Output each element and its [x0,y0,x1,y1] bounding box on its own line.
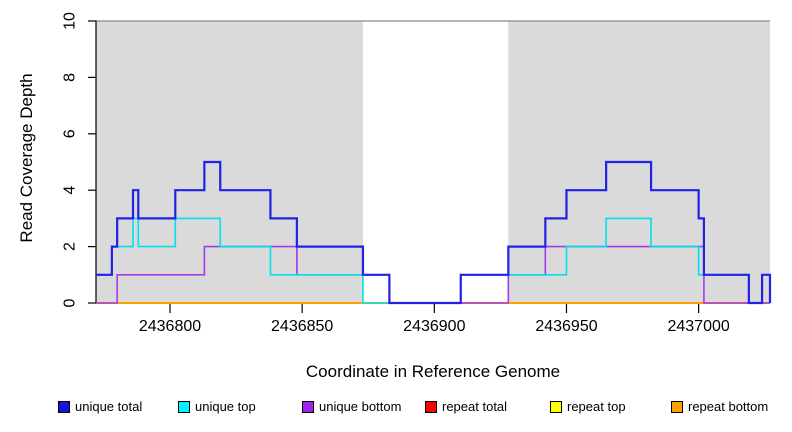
x-tick-label: 2436900 [403,318,465,335]
shaded-region [96,21,363,303]
x-axis-title: Coordinate in Reference Genome [305,362,561,381]
series-line-unique-total [96,160,772,305]
y-tick-label: 6 [62,129,79,138]
y-tick-label: 2 [62,242,79,251]
x-tick-label: 2436950 [535,318,597,335]
x-tick-label: 2436850 [271,318,333,335]
y-axis-title: Read Coverage Depth [17,73,36,243]
x-tick-label: 2437000 [667,318,729,335]
y-tick-label: 10 [62,12,79,30]
x-tick-label: 2436800 [139,318,201,335]
y-tick-label: 0 [62,298,79,307]
y-tick-label: 8 [62,73,79,82]
y-tick-label: 4 [62,186,79,195]
